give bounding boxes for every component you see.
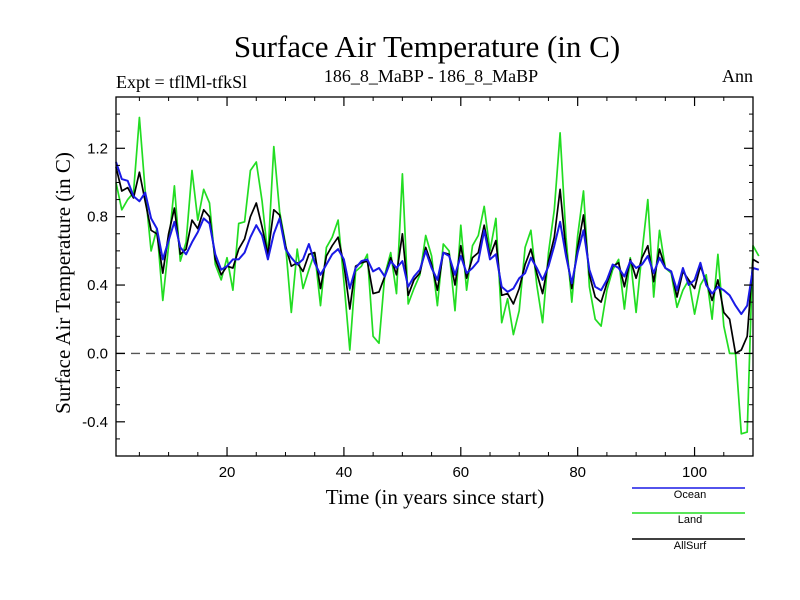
subtitle-left: Expt = tflMl-tfkSl <box>116 72 247 92</box>
chart-title: Surface Air Temperature (in C) <box>234 29 620 64</box>
subtitle-right: Ann <box>722 66 753 86</box>
y-axis-label: Surface Air Temperature (in C) <box>51 152 75 414</box>
y-tick-label: -0.4 <box>82 414 108 431</box>
x-tick-label: 40 <box>336 464 353 481</box>
y-tick-label: 0.8 <box>87 209 108 226</box>
series-line-ocean <box>115 161 760 316</box>
legend: Ocean Land AllSurf <box>632 487 745 552</box>
y-tick-label: 1.2 <box>87 140 108 157</box>
y-tick-label: 0.4 <box>87 277 108 294</box>
x-tick-label: 20 <box>219 464 236 481</box>
x-tick-label: 80 <box>569 464 586 481</box>
subtitle-center: 186_8_MaBP - 186_8_MaBP <box>324 66 538 86</box>
legend-label-allsurf: AllSurf <box>674 540 707 552</box>
x-axis-label: Time (in years since start) <box>326 485 545 509</box>
x-tick-label: 100 <box>682 464 707 481</box>
legend-label-ocean: Ocean <box>674 489 706 501</box>
plot-area: -0.4 0.0 0.4 0.8 1.2 20 40 60 80 100 <box>82 96 760 481</box>
plot-frame <box>115 96 754 457</box>
x-tick-label: 60 <box>452 464 469 481</box>
y-tick-label: 0.0 <box>87 345 108 362</box>
legend-label-land: Land <box>678 514 702 526</box>
series-line-allsurf <box>115 166 760 355</box>
